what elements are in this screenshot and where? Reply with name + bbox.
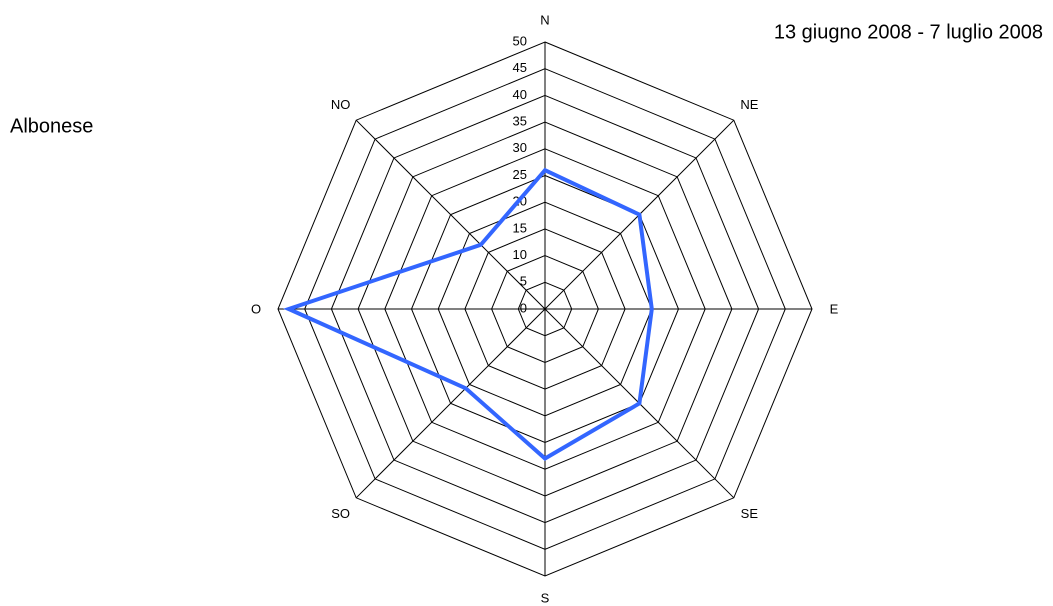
r-tick-label: 50	[513, 33, 527, 48]
spoke	[355, 119, 546, 310]
r-tick-label: 5	[520, 274, 527, 289]
r-tick-label: 45	[513, 60, 527, 75]
legend-entry: Albonese	[10, 115, 93, 137]
category-label: O	[251, 301, 261, 316]
category-label: NE	[740, 97, 758, 112]
category-label: NO	[331, 97, 351, 112]
category-label: SO	[331, 506, 350, 521]
r-tick-label: 40	[513, 87, 527, 102]
r-tick-label: 15	[513, 220, 527, 235]
r-tick-label: 35	[513, 114, 527, 129]
series-line	[283, 167, 654, 461]
r-tick-label: 0	[520, 300, 527, 315]
r-tick-label: 25	[513, 167, 527, 182]
spoke	[355, 308, 546, 499]
category-label: S	[541, 590, 550, 605]
chart-title: 13 giugno 2008 - 7 luglio 2008	[774, 21, 1043, 43]
category-label: N	[540, 12, 549, 27]
r-tick-label: 30	[513, 140, 527, 155]
category-label: E	[830, 301, 839, 316]
r-tick-label: 10	[513, 247, 527, 262]
category-label: SE	[741, 506, 759, 521]
